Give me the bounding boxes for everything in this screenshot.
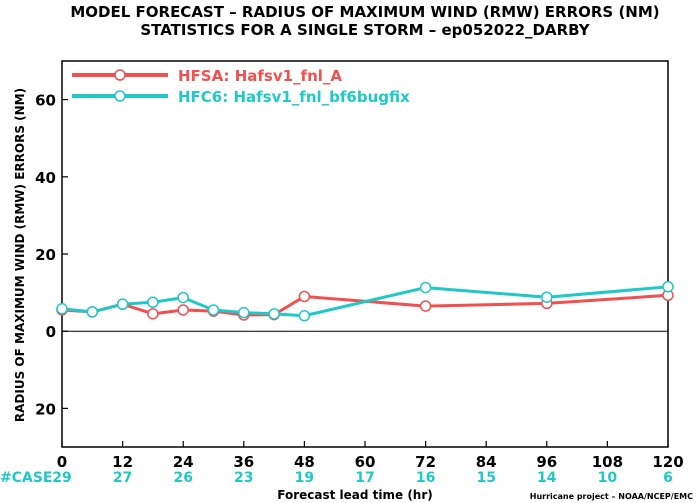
y-axis-label: RADIUS OF MAXIMUM WIND (RMW) ERRORS (NM) bbox=[13, 88, 27, 422]
data-point-hfc6 bbox=[268, 308, 280, 320]
data-point-hfc6 bbox=[56, 303, 68, 315]
case-count: 10 bbox=[598, 470, 618, 486]
plot-layer: 0 12 24 36 48 60 72 84 96 108 120 20 0 20 40 60 29 27 26 23… bbox=[35, 92, 684, 486]
credit-text: Hurricane project – NOAA/NCEP/EMC bbox=[530, 492, 693, 501]
case-count: 29 bbox=[52, 470, 71, 486]
x-tick-label: 0 bbox=[57, 453, 67, 471]
data-point-hfc6 bbox=[419, 281, 432, 294]
legend-label-hfc6: HFC6: Hafsv1_fnl_bf6bugfix bbox=[178, 88, 410, 106]
x-tick-label: 84 bbox=[476, 453, 497, 471]
x-tick-label: 108 bbox=[592, 453, 623, 471]
data-point-hfc6 bbox=[147, 296, 159, 308]
case-count: 15 bbox=[476, 470, 495, 486]
data-point-hfc6 bbox=[662, 281, 674, 293]
legend: HFSA: Hafsv1_fnl_A HFC6: Hafsv1_fnl_bf6b… bbox=[72, 67, 410, 106]
case-count: 14 bbox=[537, 470, 557, 486]
x-tick-label: 24 bbox=[173, 453, 194, 471]
case-label: #CASE bbox=[0, 470, 53, 486]
chart-subtitle: STATISTICS FOR A SINGLE STORM – ep052022… bbox=[140, 21, 590, 39]
x-tick-label: 72 bbox=[415, 453, 436, 471]
data-point-hfc6 bbox=[541, 291, 553, 303]
case-count: 19 bbox=[295, 470, 314, 486]
legend-label-hfsa: HFSA: Hafsv1_fnl_A bbox=[178, 67, 342, 85]
case-count: 6 bbox=[663, 470, 673, 486]
x-tick-label: 36 bbox=[233, 453, 254, 471]
case-count: 16 bbox=[416, 470, 435, 486]
case-count: 27 bbox=[113, 470, 132, 486]
legend-item-hfc6: HFC6: Hafsv1_fnl_bf6bugfix bbox=[72, 88, 410, 106]
case-count: 17 bbox=[355, 470, 374, 486]
x-tick-label: 96 bbox=[536, 453, 557, 471]
data-point-hfc6 bbox=[177, 291, 189, 304]
data-point-hfsa bbox=[177, 304, 189, 316]
y-tick-label: 0 bbox=[46, 323, 56, 341]
y-tick-label: 60 bbox=[35, 92, 56, 110]
data-point-hfsa bbox=[419, 300, 432, 312]
data-point-hfc6 bbox=[298, 310, 311, 322]
data-point-hfsa bbox=[298, 290, 311, 303]
data-point-hfsa bbox=[147, 308, 159, 320]
data-point-hfc6 bbox=[86, 306, 99, 318]
x-tick-label: 60 bbox=[355, 453, 376, 471]
case-count: 23 bbox=[234, 470, 253, 486]
plot-frame bbox=[61, 60, 669, 448]
data-point-hfc6 bbox=[116, 298, 129, 310]
y-tick-label: 20 bbox=[35, 246, 56, 264]
case-count: 26 bbox=[173, 470, 192, 486]
chart-title: MODEL FORECAST – RADIUS OF MAXIMUM WIND … bbox=[70, 3, 659, 21]
data-point-hfc6 bbox=[238, 306, 250, 319]
x-tick-label: 12 bbox=[112, 453, 133, 471]
y-tick-label: 20 bbox=[35, 400, 56, 418]
x-axis-label: Forecast lead time (hr) bbox=[277, 488, 433, 502]
x-tick-label: 120 bbox=[652, 453, 683, 471]
data-point-hfc6 bbox=[207, 304, 220, 316]
legend-item-hfsa: HFSA: Hafsv1_fnl_A bbox=[72, 67, 342, 85]
y-tick-label: 40 bbox=[35, 169, 56, 187]
x-tick-label: 48 bbox=[294, 453, 315, 471]
